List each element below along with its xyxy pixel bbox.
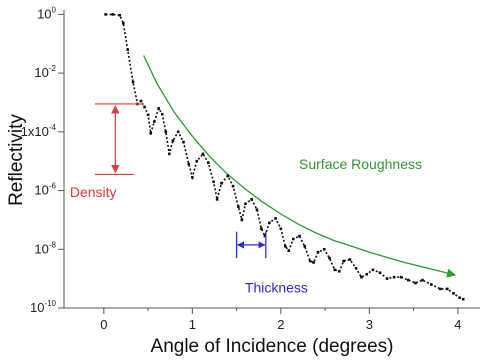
x-tick-label: 3 [366,317,373,332]
reflectivity-point [312,261,315,264]
reflectivity-point [279,227,283,231]
reflectivity-point [143,105,146,109]
reflectivity-point [287,249,291,253]
reflectivity-point [303,245,307,248]
y-tick-label: 10-10 [30,299,57,315]
reflectivity-point [164,130,168,134]
reflectivity-point [268,221,271,225]
reflectivity-point [160,112,164,116]
reflectivity-point [176,130,180,134]
reflectivity-point [191,176,194,179]
x-axis-title: Angle of Incidence (degrees) [151,336,394,357]
reflectivity-point [385,277,389,280]
annotations: Density Thickness Surface Roughness [70,103,422,295]
reflectivity-point [244,202,247,206]
reflectivity-point [392,275,396,279]
x-tick-label: 2 [277,317,284,332]
reflectivity-point [250,198,253,201]
reflectivity-point [220,181,223,185]
x-tick-label: 0 [100,317,107,332]
y-tick-label: 100 [37,5,56,21]
reflectivity-point [231,184,235,188]
reflectivity-point [274,217,277,220]
reflectivity-point [215,198,219,201]
reflectivity-point [333,268,337,272]
reflectivity-point [445,287,449,291]
axes [63,10,480,309]
reflectivity-point [452,292,455,295]
reflectivity-point [328,256,331,260]
reflectivity-point [308,259,312,263]
reflectivity-point [371,268,375,272]
thickness-label: Thickness [245,279,308,295]
y-tick-label: 10-8 [34,240,56,256]
reflectivity-point [438,287,442,291]
reflectivity-point [240,218,244,222]
reflectivity-point [342,259,345,263]
reflectivity-point [407,278,410,282]
reflectivity-point [149,132,153,135]
y-tick-label: 1x10-4 [21,123,57,139]
reflectivity-point [139,99,143,103]
reflectivity-point [212,180,215,184]
reflectivity-point [260,227,263,231]
reflectivity-point [399,275,403,279]
surface-roughness-curve [143,55,457,278]
reflectivity-point [458,296,461,300]
reflectivity-point [337,270,341,273]
reflectivity-curve [105,13,464,300]
reflectivity-point [122,21,125,25]
reflectivity-point [131,80,135,84]
reflectivity-point [182,140,185,144]
reflectivity-point [283,245,287,248]
ticks: 0 1 2 3 4 100 10-2 1x10-4 10-6 10-8 10-10 [21,5,462,332]
reflectivity-point [226,174,230,178]
reflectivity-point [316,250,320,254]
reflectivity-point [168,152,171,156]
reflectivity-point [201,152,205,156]
reflectivity-point [152,120,156,123]
reflectivity-point [195,159,199,163]
y-tick-label: 10-6 [34,182,56,198]
reflectivity-point [322,247,326,251]
reflectivity-point [421,278,424,282]
reflectivity-point [414,281,417,285]
y-axis-title: Reflectivity [6,114,27,206]
reflectivity-point [298,234,301,238]
reflectivity-point [104,13,107,16]
reflectivity-point [187,162,191,166]
reflectivity-point [263,234,267,238]
reflectivity-point [111,13,114,16]
reflectivity-point [360,275,363,279]
reflectivity-point [430,283,433,286]
reflectivity-point [461,297,465,301]
x-tick-label: 1 [189,317,196,332]
reflectivity-point [237,205,240,209]
reflectivity-point [157,107,161,110]
reflectivity-point [255,208,259,211]
surface-roughness-label: Surface Roughness [299,156,422,172]
reflectivity-point [118,13,122,17]
reflectivity-point [126,48,130,51]
y-tick-label: 10-2 [34,64,56,80]
reflectivity-point [365,272,369,276]
x-tick-label: 4 [454,317,461,332]
density-label: Density [70,184,117,200]
series [104,13,465,301]
reflectivity-point [354,267,358,270]
reflectivity-point [348,258,352,261]
reflectivity-point [171,139,175,142]
reflectivity-point [291,237,295,241]
reflectivity-point [378,271,382,275]
reflectivity-point [206,161,210,164]
reflectivity-point [146,113,150,117]
